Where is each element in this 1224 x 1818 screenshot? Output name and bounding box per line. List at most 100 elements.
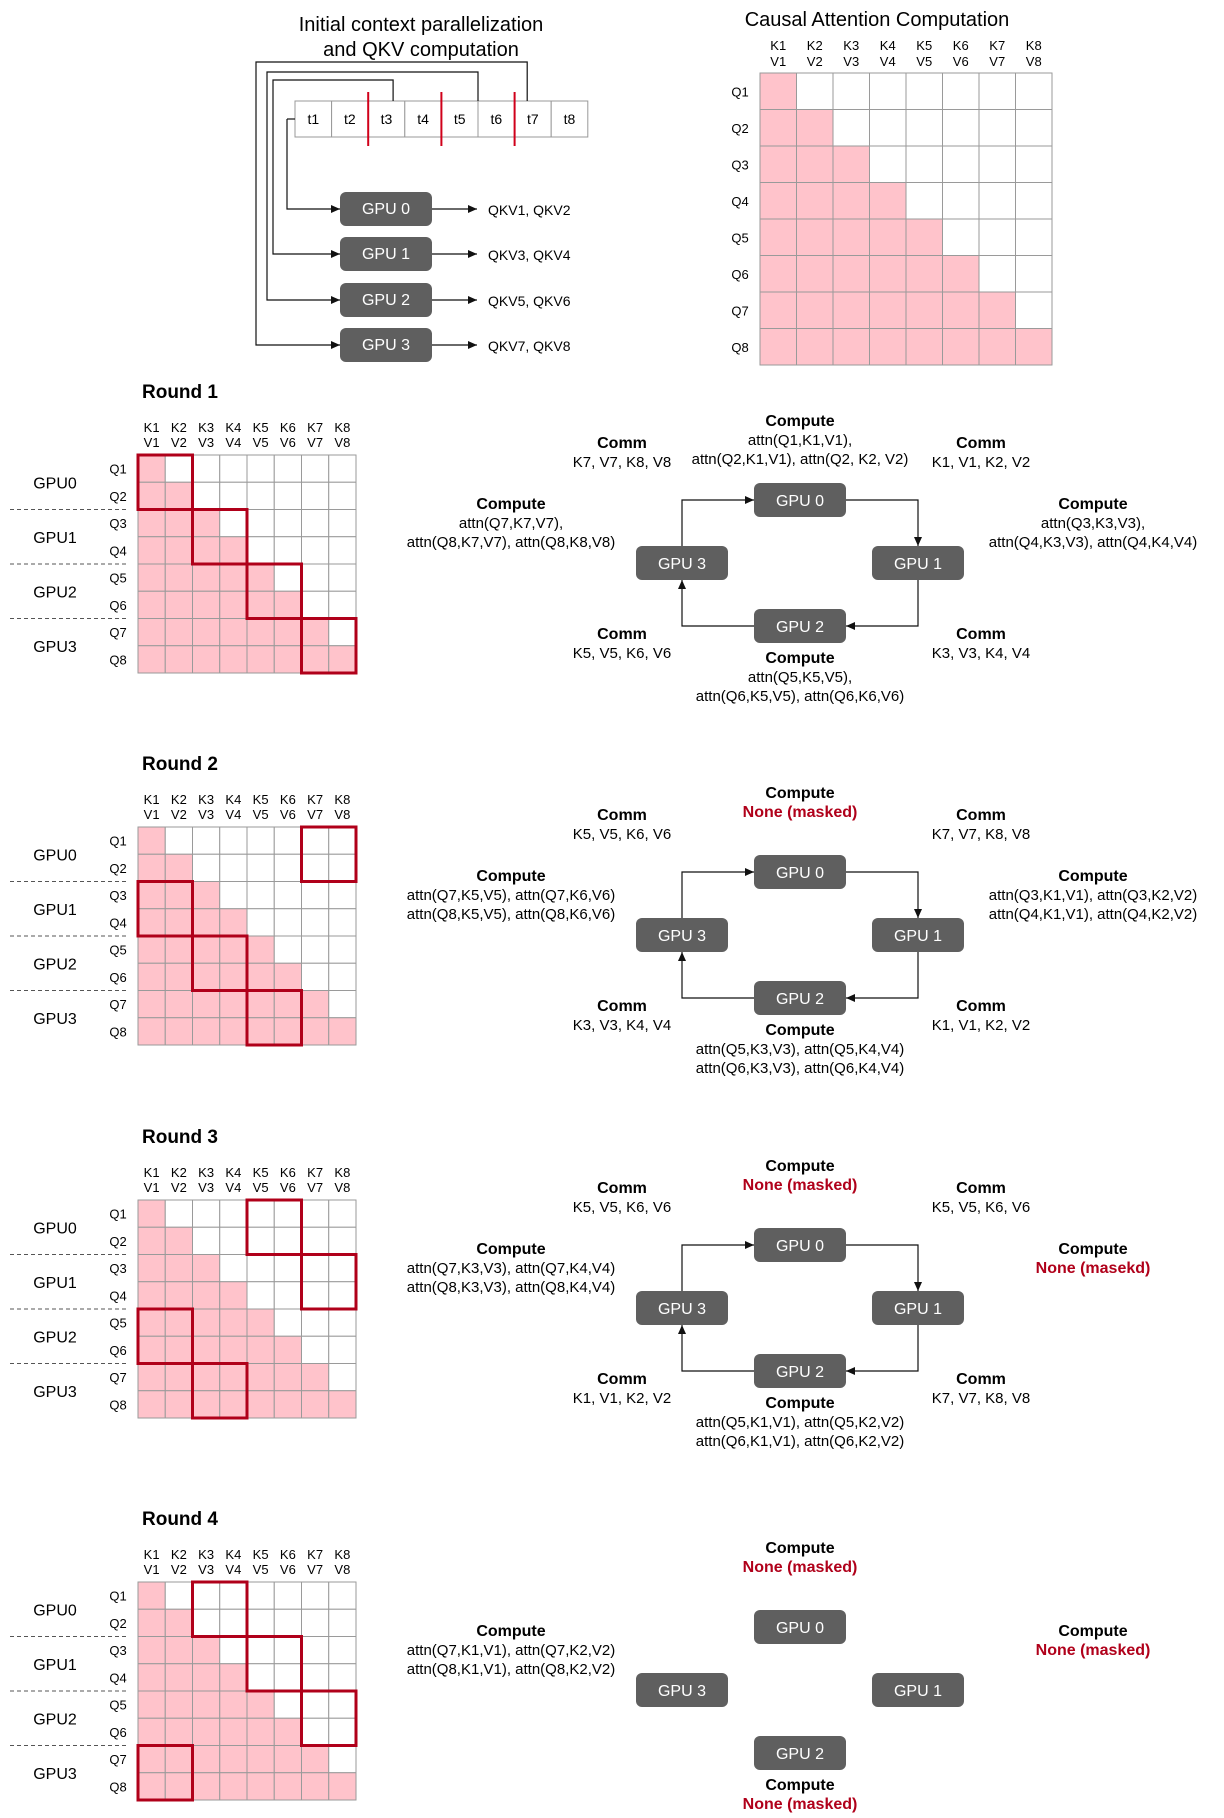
attn-cell-filled: [137, 826, 166, 855]
right-compute-heading: Compute: [1058, 1623, 1127, 1640]
comm-tr-line: K7, V7, K8, V8: [932, 826, 1030, 843]
attn-cell-masked: [328, 1254, 357, 1283]
k-label: K6: [280, 1547, 296, 1562]
k-label: K4: [880, 38, 896, 53]
comm-bl-line: K5, V5, K6, V6: [573, 645, 671, 662]
attn-cell-filled: [137, 1254, 166, 1283]
v-label: V3: [198, 435, 214, 450]
attn-cell-filled: [137, 1745, 166, 1774]
attn-cell-masked: [328, 1745, 357, 1774]
init-gpu-label: GPU 1: [362, 246, 410, 263]
right-compute-line: attn(Q3,K3,V3),: [1041, 515, 1145, 532]
attn-cell-filled: [137, 1663, 166, 1692]
attn-cell-masked: [328, 826, 357, 855]
round-title: Round 1: [142, 382, 218, 403]
attn-cell-masked: [905, 109, 943, 147]
ring-gpu-label: GPU 0: [776, 1620, 824, 1637]
ring-gpu-box: [636, 918, 728, 952]
attn-cell-masked: [219, 853, 248, 882]
ring-gpu-label: GPU 1: [894, 556, 942, 573]
q-label: Q3: [109, 516, 126, 531]
q-label: Q1: [109, 462, 126, 477]
attn-cell-filled: [137, 1199, 166, 1228]
attn-cell-filled: [759, 291, 797, 329]
k-label: K1: [144, 1547, 160, 1562]
k-label: K2: [171, 1547, 187, 1562]
top-compute-line: None (masked): [743, 804, 858, 821]
attn-cell-filled: [192, 1663, 221, 1692]
v-label: V3: [843, 54, 859, 69]
ring-gpu-label: GPU 3: [658, 1683, 706, 1700]
ring-gpu-box: [636, 1673, 728, 1707]
attn-cell-filled: [137, 935, 166, 964]
attn-cell-masked: [942, 145, 980, 183]
v-label: V1: [770, 54, 786, 69]
causal-section: Causal Attention Computation K1V1K2V2K3V…: [731, 9, 1053, 366]
ring-gpu-label: GPU 0: [776, 493, 824, 510]
active-block: [245, 562, 303, 620]
ring-gpu-box: [872, 546, 964, 580]
attn-cell-filled: [832, 255, 870, 293]
attn-cell-filled: [137, 563, 166, 592]
attn-cell-masked: [328, 590, 357, 619]
ring-gpu-box: [754, 1736, 846, 1770]
attn-cell-filled: [137, 1636, 166, 1665]
q-label: Q2: [109, 1616, 126, 1631]
attn-cell-filled: [192, 618, 221, 647]
v-label: V4: [225, 1180, 241, 1195]
v-label: V4: [225, 435, 241, 450]
attn-cell-filled: [192, 962, 221, 991]
attn-cell-filled: [219, 563, 248, 592]
left-compute-heading: Compute: [476, 1623, 545, 1640]
k-label: K5: [253, 1165, 269, 1180]
attn-cell-filled: [301, 1772, 330, 1801]
attn-cell-filled: [832, 145, 870, 183]
k-label: K6: [953, 38, 969, 53]
right-compute-line: None (masked): [1036, 1642, 1151, 1659]
attn-cell-filled: [273, 1363, 302, 1392]
k-label: K1: [144, 1165, 160, 1180]
right-compute-heading: Compute: [1058, 496, 1127, 513]
ring-gpu-box: [754, 981, 846, 1015]
left-compute-line: attn(Q7,K1,V1), attn(Q7,K2,V2): [407, 1642, 615, 1659]
attn-cell-masked: [301, 1608, 330, 1637]
top-compute-line: None (masked): [743, 1177, 858, 1194]
gpu-row-label: GPU3: [33, 1766, 77, 1783]
attn-cell-filled: [246, 1308, 275, 1337]
ring-arrow: [846, 499, 922, 546]
bottom-compute-heading: Compute: [765, 650, 834, 667]
v-label: V1: [144, 1180, 160, 1195]
attn-cell-masked: [832, 109, 870, 147]
attn-cell-masked: [1015, 109, 1053, 147]
attn-cell-masked: [246, 1254, 275, 1283]
init-gpu-label: GPU 0: [362, 201, 410, 218]
k-label: K8: [334, 1165, 350, 1180]
attn-cell-masked: [273, 509, 302, 538]
attn-cell-filled: [942, 255, 980, 293]
attn-cell-masked: [328, 1363, 357, 1392]
attn-cell-filled: [796, 182, 834, 220]
k-label: K8: [334, 420, 350, 435]
k-label: K1: [144, 792, 160, 807]
init-gpu-box: [340, 283, 432, 317]
attn-cell-masked: [273, 908, 302, 937]
init-gpu-label: GPU 3: [362, 337, 410, 354]
k-label: K1: [770, 38, 786, 53]
active-block: [136, 1744, 194, 1802]
gpu-row-label: GPU3: [33, 639, 77, 656]
attn-cell-filled: [978, 291, 1016, 329]
attn-cell-filled: [246, 1017, 275, 1046]
bottom-compute-heading: Compute: [765, 1777, 834, 1794]
comm-bl-line: K1, V1, K2, V2: [573, 1390, 671, 1407]
attn-cell-filled: [164, 990, 193, 1019]
k-label: K7: [989, 38, 1005, 53]
ring-gpu-box: [754, 1610, 846, 1644]
attn-cell-filled: [301, 1363, 330, 1392]
attn-cell-masked: [301, 1281, 330, 1310]
v-label: V2: [807, 54, 823, 69]
attn-cell-masked: [328, 1335, 357, 1364]
attn-cell-filled: [869, 328, 907, 366]
attn-cell-filled: [137, 454, 166, 483]
comm-tl-line: K5, V5, K6, V6: [573, 1199, 671, 1216]
attn-cell-filled: [192, 1281, 221, 1310]
